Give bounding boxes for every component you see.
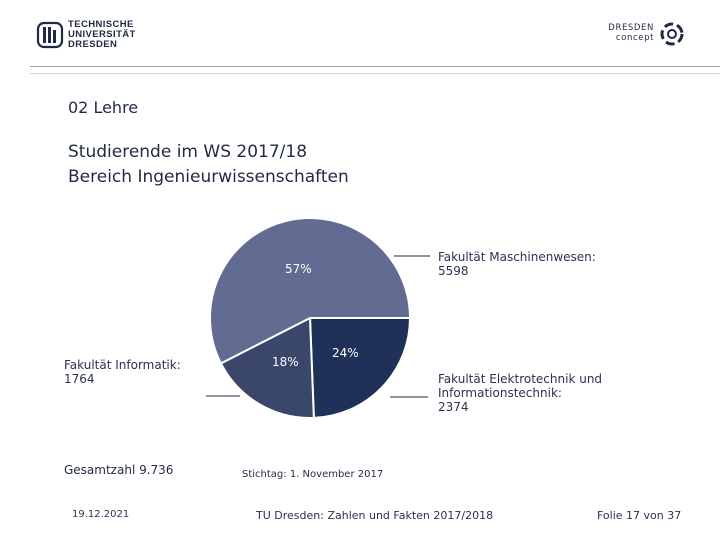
tud-logo-line-3: DRESDEN xyxy=(68,39,118,50)
pie-label-maschinenwesen-percent: 57% xyxy=(285,262,312,276)
footer-center: TU Dresden: Zahlen und Fakten 2017/2018 xyxy=(256,509,494,522)
reference-date: Stichtag: 1. November 2017 xyxy=(242,469,384,480)
header-rule-secondary xyxy=(30,73,720,74)
footer-slide-number: Folie 17 von 37 xyxy=(597,509,682,522)
legend-elektrotechnik-name-1: Fakultät Elektrotechnik und xyxy=(438,372,603,386)
legend-maschinenwesen-name: Fakultät Maschinenwesen: xyxy=(438,250,596,264)
tud-logo: TECHNISCHE UNIVERSITÄT DRESDEN xyxy=(36,20,146,54)
legend-informatik-name: Fakultät Informatik: xyxy=(64,358,181,372)
legend-elektrotechnik: Fakultät Elektrotechnik und Informations… xyxy=(438,372,602,414)
dresden-concept-line-2: concept xyxy=(615,33,654,43)
pie-label-elektrotechnik-percent: 24% xyxy=(332,346,359,360)
tud-emblem-icon xyxy=(36,21,64,49)
title-line-1: Studierende im WS 2017/18 xyxy=(68,142,308,162)
total-label: Gesamtzahl 9.736 xyxy=(64,463,174,477)
pie-label-informatik-percent: 18% xyxy=(272,355,299,369)
section-label: 02 Lehre xyxy=(68,98,139,117)
dresden-concept-logo: DRESDEN concept xyxy=(590,20,690,50)
dresden-concept-emblem-icon xyxy=(660,22,684,46)
legend-elektrotechnik-name-2: Informationstechnik: xyxy=(438,386,562,400)
pie-slice-maschinenwesen xyxy=(209,217,412,365)
legend-informatik: Fakultät Informatik: 1764 xyxy=(64,358,181,386)
legend-maschinenwesen-value: 5598 xyxy=(438,264,469,278)
dresden-concept-line-1: DRESDEN xyxy=(608,23,654,33)
header-rule xyxy=(30,66,720,67)
legend-elektrotechnik-value: 2374 xyxy=(438,400,469,414)
footer-date: 19.12.2021 xyxy=(72,509,130,520)
pie-slice-elektrotechnik xyxy=(308,317,412,419)
legend-informatik-value: 1764 xyxy=(64,372,95,386)
title-line-2: Bereich Ingenieurwissenschaften xyxy=(68,167,349,187)
pie-slice-informatik xyxy=(219,316,315,419)
page-title: Studierende im WS 2017/18 Bereich Ingeni… xyxy=(68,140,349,190)
legend-maschinenwesen: Fakultät Maschinenwesen: 5598 xyxy=(438,250,596,278)
tud-logo-line-2: UNIVERSITÄT xyxy=(68,29,136,40)
tud-logo-line-1: TECHNISCHE xyxy=(68,19,134,30)
